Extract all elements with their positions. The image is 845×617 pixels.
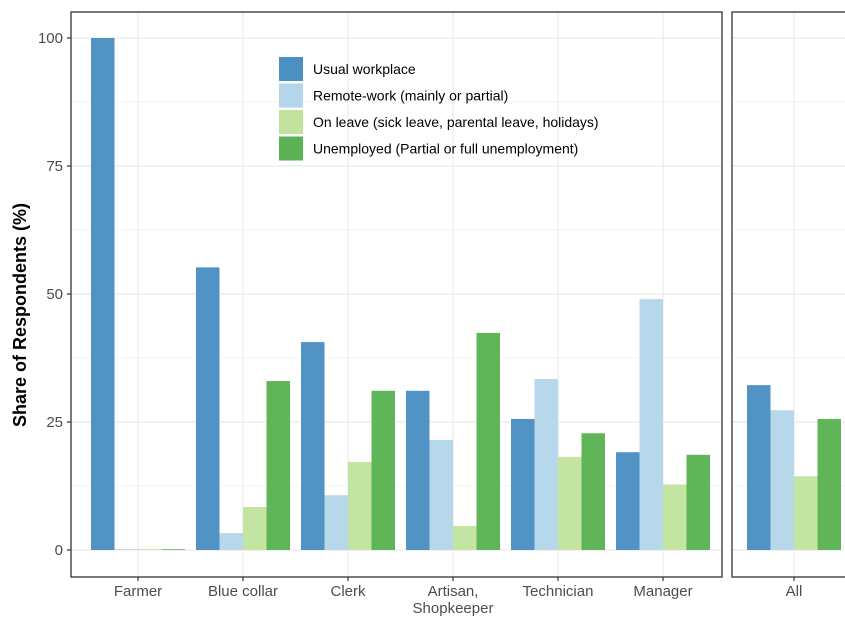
bar — [794, 476, 818, 550]
y-tick-label: 50 — [46, 286, 63, 303]
bar — [348, 461, 372, 550]
bar — [453, 525, 477, 550]
bar — [747, 385, 771, 550]
bar — [429, 439, 453, 550]
y-tick-label: 25 — [46, 414, 63, 431]
bar — [686, 454, 710, 550]
bar — [371, 390, 395, 550]
x-tick-label-line: Clerk — [330, 583, 366, 600]
x-tick-label-line: Shopkeeper — [413, 600, 494, 617]
bar — [581, 433, 605, 550]
bar — [91, 38, 115, 550]
x-tick-label: Farmer — [114, 583, 162, 600]
y-axis-title: Share of Respondents (%) — [10, 203, 30, 427]
bar — [534, 378, 558, 550]
x-tick-label-line: Blue collar — [208, 583, 278, 600]
bar — [817, 418, 841, 550]
bar — [219, 533, 243, 550]
x-tick-label-line: Manager — [633, 583, 692, 600]
x-tick-label: Blue collar — [208, 583, 278, 600]
bar — [243, 506, 267, 550]
legend-label: Remote-work (mainly or partial) — [313, 88, 508, 104]
legend-label: On leave (sick leave, parental leave, ho… — [313, 114, 599, 130]
bar — [558, 456, 582, 550]
bar — [266, 381, 290, 550]
x-tick-label-line: Farmer — [114, 583, 162, 600]
x-tick-label: All — [786, 583, 803, 600]
legend-key — [279, 57, 303, 81]
x-tick-label: Artisan, Shopkeeper — [413, 583, 494, 617]
bar — [196, 267, 220, 550]
y-tick-label: 0 — [55, 542, 63, 559]
legend: Usual workplace Remote-work (mainly or pa… — [279, 57, 599, 161]
legend-label: Usual workplace — [313, 61, 416, 77]
y-tick-label: 75 — [46, 158, 63, 175]
bar — [161, 549, 185, 550]
bar — [138, 549, 162, 550]
bar — [476, 332, 500, 550]
y-tick-label: 100 — [38, 30, 63, 47]
legend-key — [279, 136, 303, 161]
axis-layer: Farmer Blue collar Clerk Artisan, Shopkeeper… — [38, 30, 802, 617]
legend-label: Unemployed (Partial or full unemployment… — [313, 141, 578, 157]
x-tick-label-line: All — [786, 583, 803, 600]
bar — [639, 299, 663, 550]
x-tick-label-line: Technician — [523, 583, 594, 600]
x-tick-label: Manager — [633, 583, 692, 600]
legend-key — [279, 83, 303, 108]
bar — [301, 342, 325, 550]
bar — [406, 390, 430, 550]
bar — [511, 418, 535, 550]
grid-layer — [71, 12, 845, 577]
bar — [616, 452, 640, 550]
legend-key — [279, 110, 303, 134]
bar — [663, 484, 687, 550]
x-tick-label: Technician — [523, 583, 594, 600]
x-tick-label-line: Artisan, — [428, 583, 479, 600]
bar-layer — [91, 38, 841, 550]
panel-border — [731, 11, 845, 578]
bar — [770, 410, 794, 550]
bar — [324, 495, 348, 550]
x-tick-label: Clerk — [330, 583, 366, 600]
bar — [114, 549, 138, 550]
